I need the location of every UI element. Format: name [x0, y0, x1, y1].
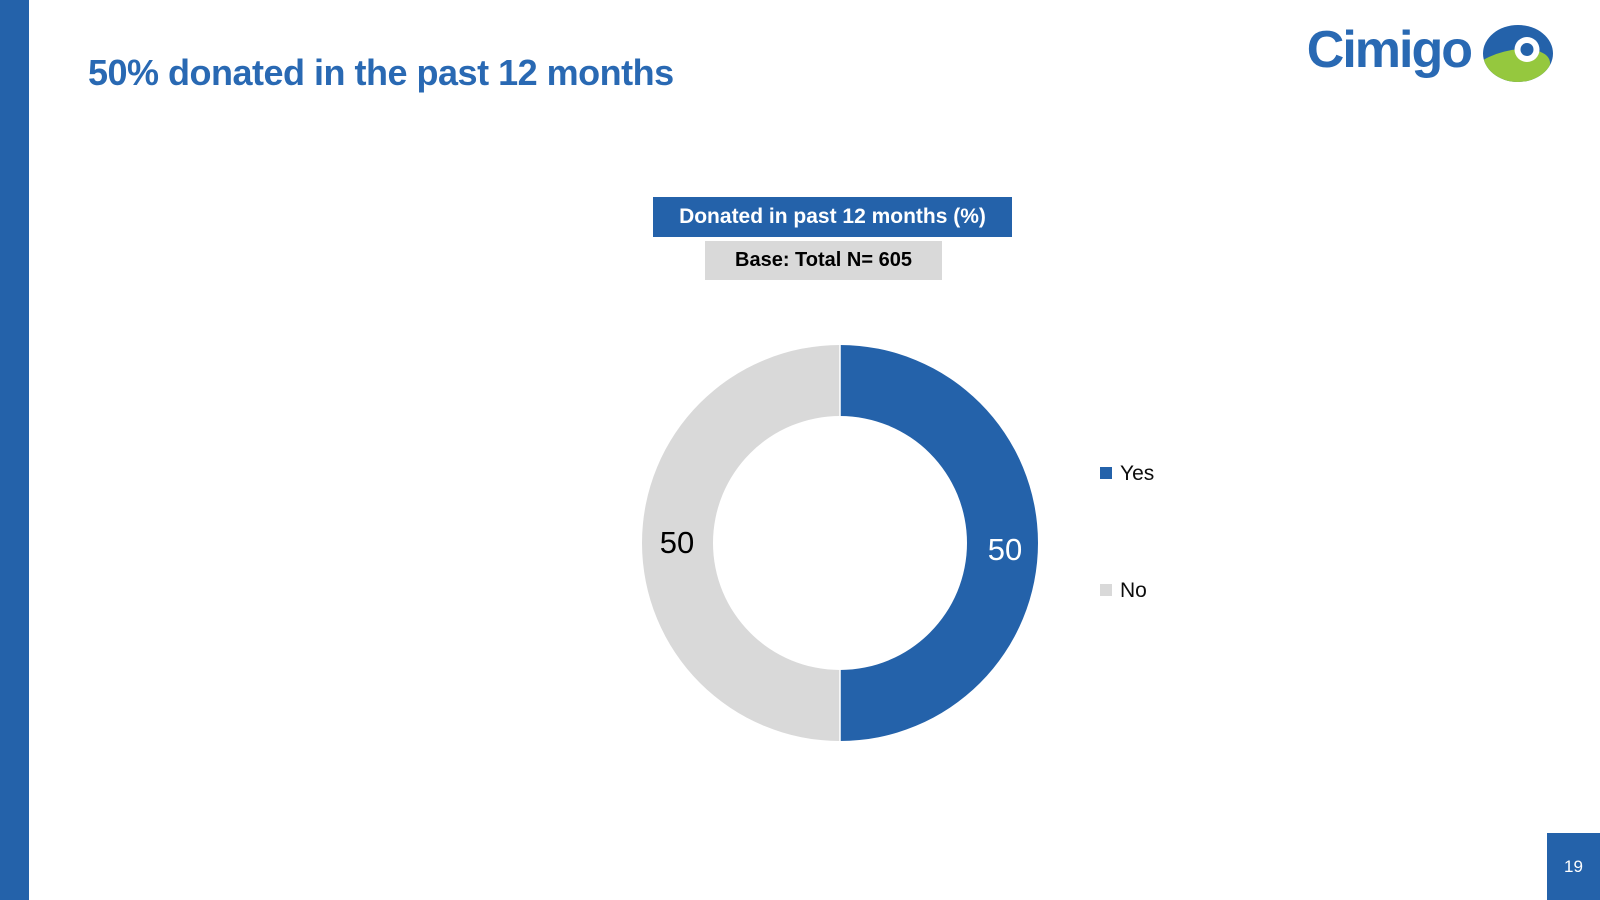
legend-item-no: No: [1100, 578, 1147, 602]
chart-title-box: Donated in past 12 months (%): [653, 197, 1012, 237]
eye-pupil: [1520, 42, 1534, 56]
legend-label-yes: Yes: [1120, 461, 1155, 485]
legend-swatch-yes: [1100, 467, 1112, 479]
donut-slice-yes: [840, 345, 1038, 741]
left-accent-bar: [0, 0, 29, 900]
cimigo-logo-text: Cimigo: [1306, 21, 1473, 79]
legend-item-yes: Yes: [1100, 461, 1154, 485]
slide-title: 50% donated in the past 12 months: [88, 52, 674, 93]
donut-label-no: 50: [659, 525, 695, 560]
donut-slice-no: [642, 345, 840, 741]
chart-title: Donated in past 12 months (%): [679, 205, 986, 228]
cimigo-logo: Cimigo: [1307, 24, 1553, 82]
chart-base-box: Base: Total N= 605: [705, 241, 942, 280]
donut-chart: 50 50: [642, 345, 1038, 741]
cimigo-eye-icon: [1483, 24, 1553, 82]
donut-label-yes: 50: [987, 532, 1023, 567]
legend-label-no: No: [1120, 578, 1147, 602]
page-number: 19: [1564, 856, 1583, 876]
chart-base-note: Base: Total N= 605: [735, 249, 912, 271]
page-number-badge: 19: [1547, 833, 1600, 900]
legend-swatch-no: [1100, 584, 1112, 596]
